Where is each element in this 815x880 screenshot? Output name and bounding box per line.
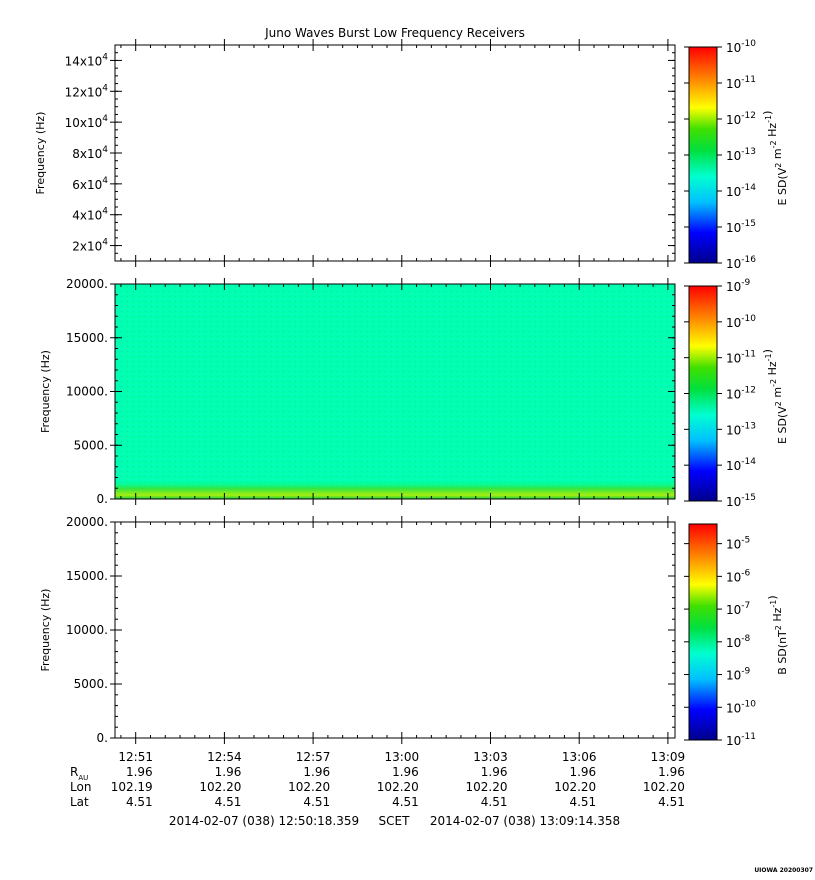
ephemeris-value: 1.96 [215,765,242,779]
ephemeris-value: 4.51 [215,795,242,809]
colorbar-tick-label: 10-10 [726,314,756,330]
colorbar-tick-label: 10-12 [726,386,756,402]
ephemeris-value: 102.20 [377,780,419,794]
colorbar-tick-label: 10-9 [726,667,751,683]
colorbar-label: E SD(V2 m-2 Hz-1) [761,349,789,444]
y-tick-label: 14x104 [65,52,109,68]
y-tick-label: 10x104 [65,114,109,130]
ephemeris-row-label: RAU [70,765,88,782]
y-tick-label: 12x104 [65,83,109,99]
y-tick-label: 4x104 [72,207,108,223]
plot-frame [114,44,676,262]
y-tick-label: 5000. [74,677,108,691]
spectrogram-texture [115,284,675,499]
colorbar-tick-label: 10-10 [726,699,756,715]
colorbar-label: E SD(V2 m-2 Hz-1) [761,111,789,206]
ephemeris-value: 1.96 [481,765,508,779]
colorbar-tick-label: 10-13 [726,147,756,163]
x-tick-label: 13:03 [473,750,508,764]
x-tick-label: 12:51 [118,750,153,764]
colorbar-tick-label: 10-15 [726,219,756,235]
y-tick-label: 15000. [66,569,108,583]
colorbar-scale [688,523,718,741]
time-range-end: 2014-02-07 (038) 13:09:14.358 [430,814,620,828]
colorbar-tick-label: 10-13 [726,421,756,437]
ephemeris-value: 102.20 [466,780,508,794]
y-tick-label: 8x104 [72,145,108,161]
colorbar-tick-label: 10-11 [726,75,756,91]
ephemeris-value: 102.20 [199,780,241,794]
y-tick-label: 20000. [66,515,108,529]
colorbar-tick-label: 10-6 [726,568,751,584]
y-tick-label: 10000. [66,385,108,399]
x-tick-label: 13:09 [651,750,686,764]
credit-label: UIOWA 20200307 [754,867,813,874]
x-tick-label: 13:00 [385,750,420,764]
colorbar-tick-label: 10-5 [726,536,750,552]
ephemeris-value: 4.51 [658,795,685,809]
ephemeris-value: 4.51 [392,795,419,809]
y-tick-label: 0. [97,731,108,745]
colorbar-tick-label: 10-14 [726,457,756,473]
panel-1: 2x104 4x104 6x104 8x104 10x104 12x104 14x104 Fr… [34,39,789,271]
y-axis-label: Frequency (Hz) [39,350,52,433]
time-range-frame: SCET [379,814,411,828]
y-tick-label: 5000. [74,438,108,452]
x-tick-label: 13:06 [562,750,597,764]
ephemeris-value: 1.96 [303,765,330,779]
ephemeris-value: 102.20 [288,780,330,794]
ephemeris-row-label: Lat [70,795,89,809]
colorbar-tick-label: 10-16 [726,255,756,271]
ephemeris-value: 1.96 [126,765,153,779]
colorbar-scale [688,285,718,502]
colorbar: 10-9 10-10 10-11 10-12 10-13 10-14 10-15 E SD(V… [684,278,789,509]
y-tick-label: 10000. [66,623,108,637]
colorbar-tick-label: 10-11 [726,350,756,366]
y-tick-label: 20000. [66,277,108,291]
ephemeris-value: 1.96 [569,765,596,779]
ephemeris-value: 1.96 [658,765,685,779]
ephemeris-value: 102.20 [643,780,685,794]
colorbar-tick-label: 10-10 [726,39,756,55]
panel-2: 0. 5000. 10000. 15000. 20000. Frequency (Hz) 1… [39,277,789,509]
y-tick-label: 6x104 [72,176,108,192]
ephemeris-value: 4.51 [126,795,153,809]
ephemeris-value: 102.19 [111,780,153,794]
time-range-start: 2014-02-07 (038) 12:50:18.359 [169,814,359,828]
chart-title: Juno Waves Burst Low Frequency Receivers [264,26,525,40]
plot-frame [114,521,676,739]
ephemeris-value: 4.51 [481,795,508,809]
colorbar-tick-label: 10-9 [726,278,751,294]
x-tick-label: 12:54 [207,750,242,764]
colorbar-label: B SD(nT2 Hz-1) [766,595,789,674]
panel-3: 0. 5000. 10000. 15000. 20000. Frequency (Hz) 1… [39,515,789,748]
colorbar-tick-label: 10-7 [726,601,750,617]
colorbar: 10-10 10-11 10-12 10-13 10-14 10-15 10-16 E SD(… [684,39,789,271]
colorbar-tick-label: 10-15 [726,493,756,509]
y-tick-label: 15000. [66,331,108,345]
colorbar-tick-label: 10-12 [726,111,756,127]
ephemeris-value: 1.96 [392,765,419,779]
colorbar-tick-label: 10-8 [726,634,751,650]
ephemeris-value: 4.51 [303,795,330,809]
spectrogram-low-frequency-band [115,480,675,499]
x-tick-label: 12:57 [296,750,331,764]
ephemeris-value: 102.20 [554,780,596,794]
ephemeris-value: 4.51 [569,795,596,809]
colorbar-scale [688,46,718,264]
y-tick-label: 0. [97,492,108,506]
colorbar-tick-label: 10-11 [726,732,756,748]
ephemeris-row-label: Lon [70,780,91,794]
colorbar: 10-5 10-6 10-7 10-8 10-9 10-10 10-11 B SD(nT2 H… [684,523,789,748]
y-axis-label: Frequency (Hz) [34,112,47,195]
y-axis-label: Frequency (Hz) [39,589,52,672]
colorbar-tick-label: 10-14 [726,183,756,199]
y-tick-label: 2x104 [72,238,108,254]
